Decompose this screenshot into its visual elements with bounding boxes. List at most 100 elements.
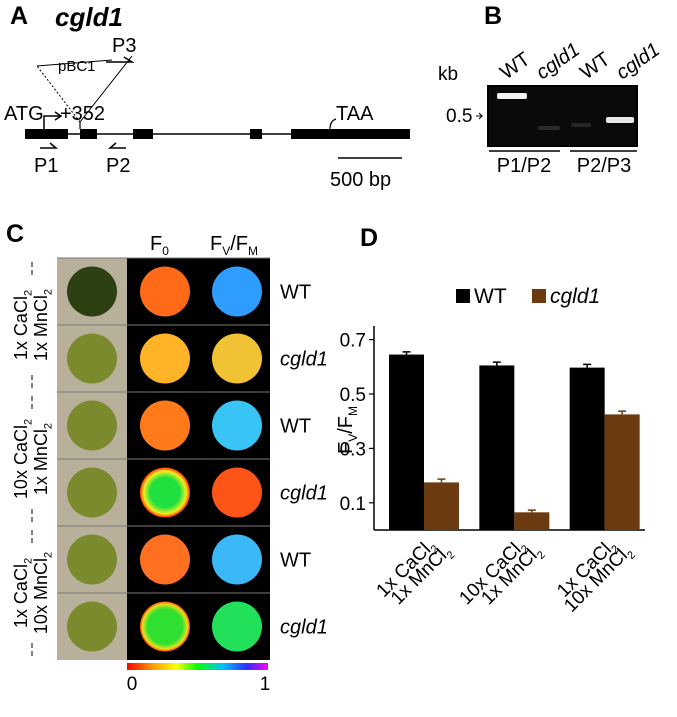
colony-photo [67,467,117,518]
error-bar [618,410,627,415]
unit-label: kb [438,64,458,85]
subscript: 2 [23,290,35,296]
band [538,126,560,130]
colony-fvfm [212,467,262,518]
lane-label: cgld1 [612,39,664,84]
row-label: WT [280,282,311,304]
exon [133,129,153,139]
primer-pair: P2/P3 [577,155,631,177]
marker-label: 0.5 [446,106,472,127]
primer-p3-arrow [106,56,135,63]
colony-fvfm [212,534,262,585]
panel-letter: A [10,2,28,30]
colony-f0 [140,266,190,317]
row-label: WT [280,416,311,438]
band [571,123,591,127]
error-bar [583,363,592,368]
insertion-site: +352 [60,103,105,125]
subscript: 2 [23,558,35,564]
row-label: cgld1 [280,349,328,371]
text-part: /F [335,416,357,434]
scale-bar-label: 500 bp [330,169,391,191]
error-bar [527,509,536,513]
row-label: WT [280,550,311,572]
colony-fvfm [212,601,262,652]
colony-f0 [140,400,190,451]
colony-photo [67,534,117,585]
colony-f0 [140,534,190,585]
subscript: 2 [43,552,55,558]
exon [25,129,68,139]
bar [389,354,424,530]
row-label: cgld1 [280,617,328,639]
text-part: 1x MnCl [31,295,51,361]
text-part: F [210,233,222,255]
vector-line [36,59,113,67]
subscript: 2 [43,423,55,429]
subscript: V [222,244,230,258]
primer-p2: P2 [106,155,130,177]
colony-photo [67,333,117,384]
band [497,93,527,99]
text-part: /F [230,233,248,255]
column-header: FV/FM [210,233,258,258]
marker-arrow [476,112,484,120]
condition-label: 1x MnCl2 [31,423,55,495]
vector-name: pBC1 [58,58,96,75]
lane-label: WT [496,48,534,84]
colony-photo [67,400,117,451]
bar [514,512,550,530]
error-bar [437,478,446,483]
stop-codon: TAA [336,103,374,125]
bar [479,365,515,530]
colony-photo [67,266,117,317]
column-header: F0 [150,233,169,258]
colony-photo [67,601,117,652]
condition-label: 1x CaCl2 [11,558,35,628]
bar [569,367,605,530]
text-part: F [150,233,162,255]
primer-pair: P1/P2 [497,155,551,177]
subscript: M [248,244,258,258]
y-tick-label: 0.5 [340,385,366,406]
colony-fvfm [212,333,262,384]
subscript: 0 [162,244,169,258]
band [606,117,634,123]
text-part: 10x CaCl [11,425,31,499]
colony-fvfm [212,266,262,317]
colorbar-min: 0 [127,674,138,695]
legend-label: WT [474,285,507,308]
subscript: V [346,434,360,442]
gene-name: cgld1 [55,2,123,32]
text-part: 1x CaCl [11,296,31,360]
primer-p1-arrow [40,142,59,149]
exon [291,129,410,139]
y-axis-label: FV/FM [335,406,360,454]
lane-label: WT [576,48,614,84]
y-tick-label: 0.1 [340,494,366,515]
panel-letter: B [484,2,502,30]
legend-swatch [532,289,546,303]
error-bar [492,361,501,366]
insertion-line [79,55,133,123]
primer-p3: P3 [112,35,136,57]
panel-letter: C [6,220,24,248]
start-arrow [43,111,63,129]
lane-label: cgld1 [532,39,584,84]
colorbar [127,663,268,670]
condition-label: 10x MnCl2 [31,552,55,634]
exon [250,129,262,139]
condition-label: 10x CaCl2 [11,419,35,499]
subscript: 2 [43,289,55,295]
subscript: 2 [23,419,35,425]
text-part: 1x CaCl [11,564,31,628]
y-tick-label: 0.7 [340,331,366,352]
stop-marker [329,118,337,130]
bar [604,414,640,530]
y-tick-label: 0.3 [340,439,366,460]
colony-f0 [140,467,190,518]
colony-f0 [140,333,190,384]
text-part: 10x MnCl [31,558,51,634]
